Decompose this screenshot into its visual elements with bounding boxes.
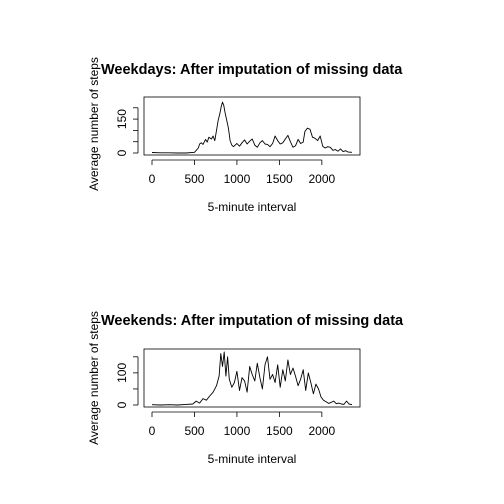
plot-frame — [143, 96, 361, 156]
y-tick-label: 0 — [115, 401, 129, 408]
x-axis: 0 500 1000 1500 2000 — [149, 159, 336, 186]
chart-title: Weekends: After imputation of missing da… — [101, 313, 404, 329]
x-axis: 0 500 1000 1500 2000 — [149, 411, 336, 438]
x-tick-label: 2000 — [308, 172, 335, 186]
y-tick-label: 0 — [115, 149, 129, 156]
series-line — [151, 351, 353, 406]
x-tick-label: 1500 — [266, 172, 293, 186]
x-tick-label: 2000 — [308, 424, 335, 438]
plot-area — [151, 101, 353, 154]
x-axis-label: 5-minute interval — [208, 452, 297, 466]
x-tick-label: 1000 — [224, 172, 251, 186]
y-tick-label: 150 — [115, 109, 129, 129]
x-tick-label: 500 — [184, 172, 204, 186]
x-tick-label: 0 — [149, 424, 156, 438]
chart-title: Weekdays: After imputation of missing da… — [101, 62, 403, 78]
x-axis-label: 5-minute interval — [208, 200, 297, 214]
x-tick-label: 1000 — [224, 424, 251, 438]
x-tick-label: 0 — [149, 172, 156, 186]
plot-frame — [143, 348, 361, 408]
x-tick-label: 1500 — [266, 424, 293, 438]
plot-area — [151, 351, 353, 406]
weekends-panel: Weekends: After imputation of missing da… — [87, 311, 404, 466]
y-axis-label: Average number of steps — [87, 57, 101, 191]
series-line — [151, 101, 353, 154]
weekdays-panel: Weekdays: After imputation of missing da… — [87, 57, 403, 214]
y-axis-label: Average number of steps — [87, 311, 101, 445]
y-axis: 0 150 — [115, 107, 139, 156]
y-tick-label: 100 — [115, 363, 129, 383]
x-tick-label: 500 — [184, 424, 204, 438]
y-axis: 0 100 — [115, 356, 139, 408]
